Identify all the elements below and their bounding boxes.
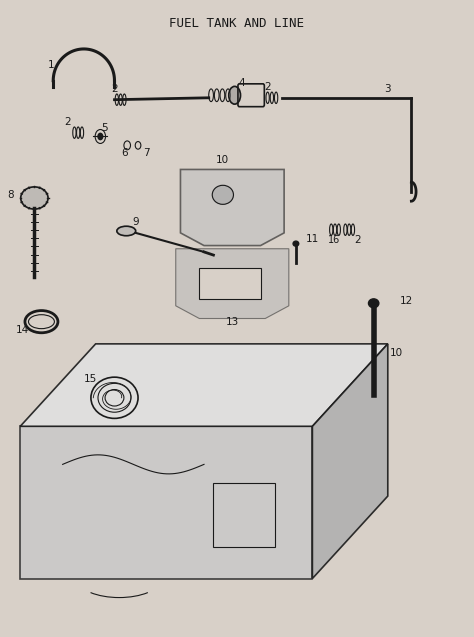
Polygon shape	[20, 344, 388, 426]
Polygon shape	[312, 344, 388, 578]
Text: 2: 2	[264, 82, 271, 92]
Text: 4: 4	[238, 78, 245, 87]
Text: 14: 14	[16, 325, 29, 335]
Ellipse shape	[229, 87, 240, 104]
Text: 15: 15	[84, 374, 98, 383]
Text: 6: 6	[121, 148, 128, 158]
Ellipse shape	[368, 299, 379, 308]
Text: 5: 5	[101, 122, 108, 132]
Ellipse shape	[212, 185, 234, 204]
Text: 12: 12	[400, 296, 413, 306]
Ellipse shape	[117, 226, 136, 236]
Text: 9: 9	[132, 217, 139, 227]
Text: 7: 7	[143, 148, 150, 158]
Text: 2: 2	[64, 117, 71, 127]
Text: 3: 3	[384, 84, 391, 94]
Ellipse shape	[98, 133, 103, 140]
Text: 2: 2	[111, 84, 118, 94]
Ellipse shape	[293, 241, 299, 246]
Text: 10: 10	[216, 155, 229, 165]
Text: 1: 1	[47, 60, 54, 70]
Text: 10: 10	[390, 348, 403, 359]
Polygon shape	[20, 426, 312, 578]
Text: 2: 2	[354, 235, 360, 245]
Polygon shape	[199, 268, 261, 299]
Text: 8: 8	[8, 190, 14, 200]
Text: 13: 13	[226, 317, 239, 327]
Polygon shape	[176, 248, 289, 318]
Ellipse shape	[21, 187, 48, 209]
Polygon shape	[181, 169, 284, 246]
Text: 11: 11	[305, 234, 319, 243]
Text: FUEL TANK AND LINE: FUEL TANK AND LINE	[170, 17, 304, 30]
Text: 16: 16	[328, 235, 340, 245]
